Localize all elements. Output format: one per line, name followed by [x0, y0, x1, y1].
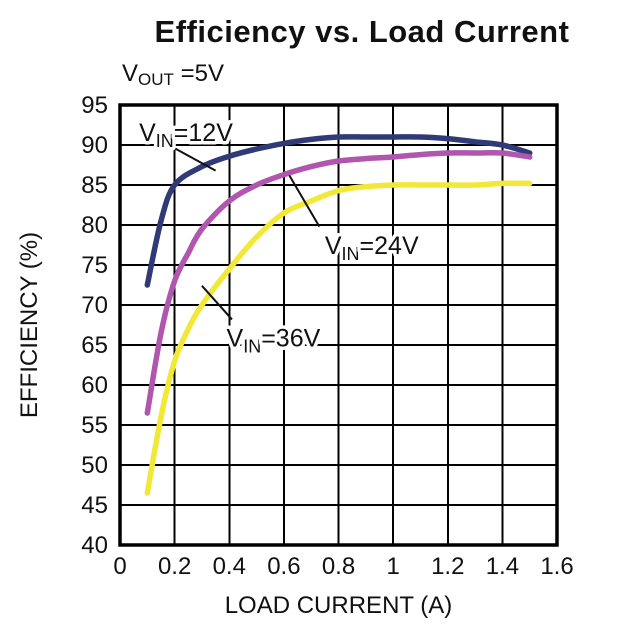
annotation-leader-line [288, 174, 321, 228]
y-tick-label: 60 [81, 372, 108, 399]
annotation-label: VIN=36V [227, 325, 321, 357]
chart-subtitle: VOUT =5V [122, 60, 224, 90]
series-curve-vin-36v [144, 180, 533, 496]
x-tick-label: 0 [113, 553, 126, 580]
x-tick-label: 0.6 [267, 553, 300, 580]
annotation-leader-line [201, 285, 233, 321]
y-tick-label: 80 [81, 212, 108, 239]
series-curve-vin-24v [144, 149, 533, 416]
y-tick-label: 50 [81, 452, 108, 479]
y-tick-label: 95 [81, 92, 108, 119]
annotation-leader-line [174, 147, 217, 172]
x-tick-label: 1.6 [540, 553, 573, 580]
annotation-label: VIN=12V [139, 119, 233, 151]
y-tick-label: 75 [81, 252, 108, 279]
x-tick-label: 1.2 [431, 553, 464, 580]
y-tick-label: 65 [81, 332, 108, 359]
y-tick-label: 45 [81, 492, 108, 519]
series-curve-vin-12v [144, 134, 533, 288]
x-tick-label: 0.2 [158, 553, 191, 580]
x-tick-label: 1.4 [486, 553, 519, 580]
subtitle-subscript: OUT [138, 70, 174, 89]
x-tick-label: 0.8 [322, 553, 355, 580]
x-tick-label: 0.4 [213, 553, 246, 580]
annotation-label: VIN=24V [325, 232, 419, 264]
chart-title: Efficiency vs. Load Current [154, 14, 570, 49]
y-tick-label: 90 [81, 132, 108, 159]
x-axis-label: LOAD CURRENT (A) [224, 592, 453, 619]
y-tick-label: 85 [81, 172, 108, 199]
subtitle-pre: V [122, 60, 139, 87]
y-tick-label: 55 [81, 412, 108, 439]
plot-border [118, 103, 559, 547]
y-tick-label: 40 [81, 532, 108, 559]
subtitle-post: =5V [173, 60, 224, 87]
y-tick-label: 70 [81, 292, 108, 319]
x-tick-label: 1 [386, 553, 399, 580]
